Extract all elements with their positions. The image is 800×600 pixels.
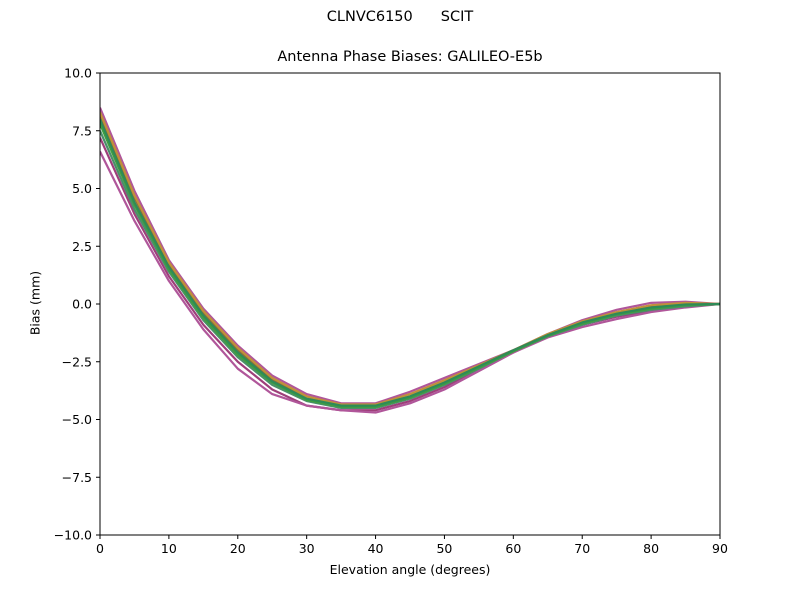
y-tick-label: 5.0 (72, 181, 92, 196)
y-tick-label: −2.5 (62, 354, 92, 369)
x-tick-label: 30 (299, 541, 315, 556)
y-tick-label: 2.5 (72, 239, 92, 254)
series-line-5 (100, 111, 720, 406)
x-tick-label: 40 (368, 541, 384, 556)
series-layer (100, 107, 720, 414)
x-tick-label: 10 (161, 541, 177, 556)
x-tick-label: 20 (230, 541, 246, 556)
series-line-1 (100, 107, 720, 405)
x-axis-label: Elevation angle (degrees) (329, 562, 491, 577)
series-line-4 (100, 114, 720, 407)
y-tick-label: −10.0 (54, 528, 92, 543)
x-tick-label: 50 (436, 541, 452, 556)
y-tick-label: −5.0 (62, 412, 92, 427)
x-tick-label: 0 (96, 541, 104, 556)
x-tick-label: 90 (712, 541, 728, 556)
y-axis: −10.0 −7.5 −5.0 −2.5 0.0 2.5 5.0 7.5 10.0 (54, 66, 100, 543)
x-tick-label: 60 (505, 541, 521, 556)
x-axis: 0 10 20 30 40 50 60 70 80 90 (96, 535, 728, 556)
y-tick-label: −7.5 (62, 470, 92, 485)
chart-title: Antenna Phase Biases: GALILEO-E5b (277, 49, 543, 65)
series-line-8 (100, 118, 720, 407)
figure-suptitle: CLNVC6150 SCIT (0, 9, 800, 25)
series-line-2 (100, 137, 720, 412)
y-tick-label: 10.0 (64, 66, 92, 81)
series-line-6 (100, 130, 720, 410)
x-tick-label: 80 (643, 541, 659, 556)
y-tick-label: 0.0 (72, 297, 92, 312)
y-tick-label: 7.5 (72, 123, 92, 138)
station-name: CLNVC6150 (326, 9, 413, 25)
series-line-3 (100, 151, 720, 414)
station-code: SCIT (440, 9, 474, 25)
series-line-7 (100, 123, 720, 408)
x-tick-label: 70 (574, 541, 590, 556)
